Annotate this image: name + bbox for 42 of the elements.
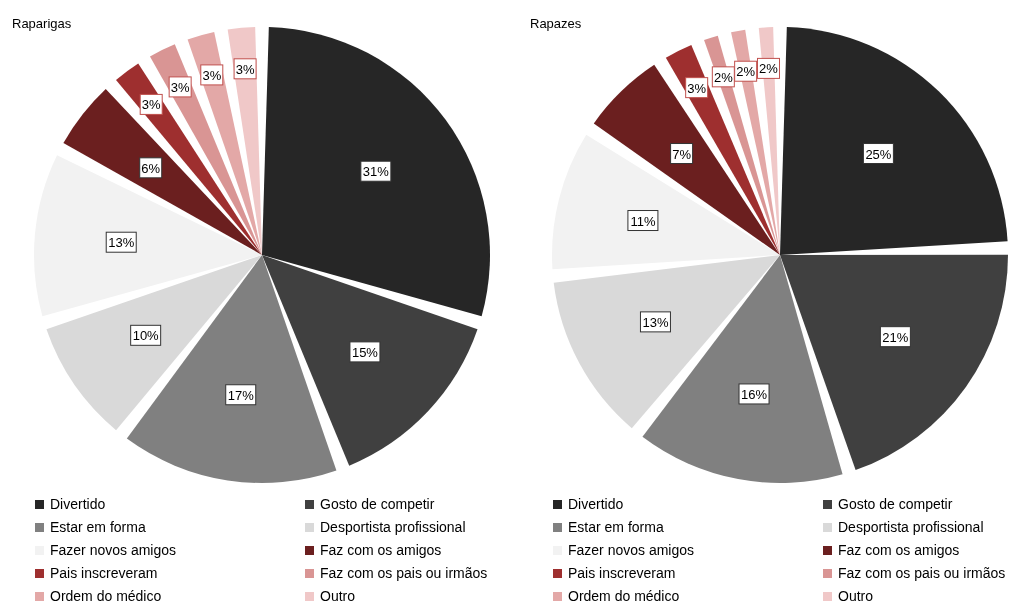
legend-label: Ordem do médico — [50, 588, 162, 601]
legend-label: Outro — [838, 588, 874, 601]
data-label: 2% — [759, 61, 779, 77]
legend-label: Desportista profissional — [320, 519, 466, 535]
legend-label: Desportista profissional — [838, 519, 984, 535]
legend-label: Ordem do médico — [568, 588, 680, 601]
data-label: 17% — [227, 387, 255, 403]
data-label: 31% — [362, 164, 390, 180]
legend-label: Pais inscreveram — [50, 565, 158, 581]
legend-label: Estar em forma — [568, 519, 664, 535]
legend-label: Faz com os pais ou irmãos — [320, 565, 488, 581]
legend-label: Outro — [320, 588, 356, 601]
legend-label: Faz com os amigos — [320, 542, 442, 558]
legend-label: Estar em forma — [50, 519, 146, 535]
legend-label: Gosto de competir — [838, 496, 953, 512]
legend-label: Faz com os pais ou irmãos — [838, 565, 1006, 581]
chart-title: Raparigas — [12, 16, 72, 31]
data-label: 2% — [736, 64, 756, 80]
legend-label: Pais inscreveram — [568, 565, 676, 581]
data-label: 3% — [202, 67, 222, 83]
data-label: 6% — [141, 160, 161, 176]
data-label: 3% — [170, 79, 190, 95]
legend-label: Faz com os amigos — [838, 542, 960, 558]
data-label: 13% — [108, 235, 135, 251]
data-label: 15% — [351, 344, 379, 360]
data-label: 21% — [882, 329, 909, 345]
legend-label: Divertido — [50, 496, 106, 512]
legend-label: Fazer novos amigos — [50, 542, 177, 558]
data-label: 16% — [741, 386, 768, 402]
data-label: 10% — [132, 328, 160, 344]
data-label: 25% — [865, 146, 892, 162]
data-label: 3% — [141, 97, 162, 113]
legend-label: Fazer novos amigos — [568, 542, 695, 558]
chart-title: Rapazes — [530, 16, 582, 31]
legend-label: Gosto de competir — [320, 496, 435, 512]
data-label: 3% — [235, 61, 255, 77]
data-label: 13% — [642, 314, 669, 330]
data-label: 3% — [687, 80, 707, 96]
data-label: 2% — [713, 69, 734, 85]
legend-label: Divertido — [568, 496, 624, 512]
data-label: 7% — [672, 146, 692, 162]
data-label: 11% — [630, 213, 656, 229]
